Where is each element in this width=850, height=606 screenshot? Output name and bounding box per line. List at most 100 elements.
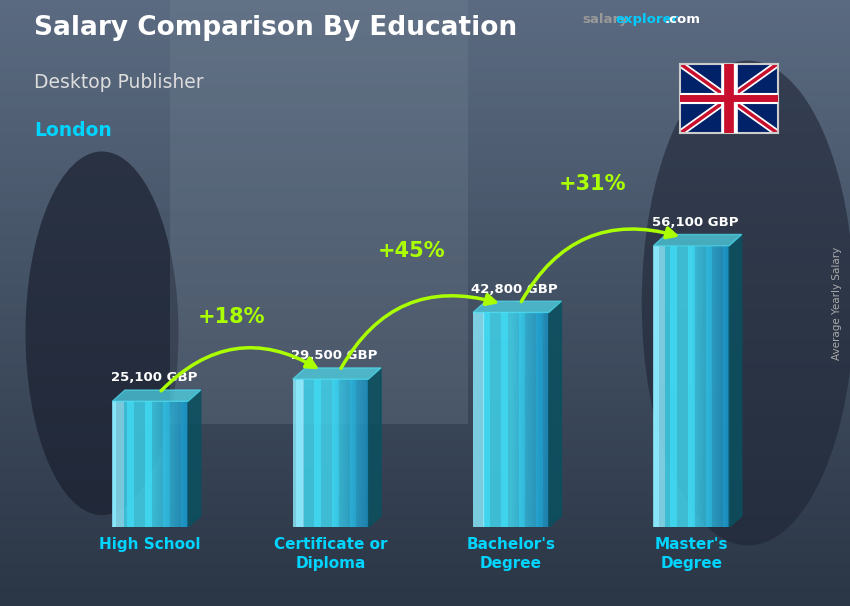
Polygon shape [473,301,562,313]
Bar [297,379,298,527]
Text: +31%: +31% [558,174,626,194]
Bar [525,313,526,527]
Bar [494,313,496,527]
Bar [135,401,136,527]
Bar [138,401,139,527]
Bar [301,379,303,527]
Bar [155,401,156,527]
Bar [317,379,319,527]
Bar [527,313,529,527]
Bar [654,245,655,527]
Bar [350,379,352,527]
Bar [529,313,530,527]
Bar [330,379,331,527]
Bar [333,379,335,527]
Bar [513,313,514,527]
Bar [516,313,517,527]
Bar [360,379,361,527]
Bar [184,401,185,527]
Bar [292,379,294,527]
Bar [332,379,333,527]
Bar [145,401,147,527]
Bar [315,379,317,527]
Bar [675,245,677,527]
Bar [125,401,126,527]
Bar [702,245,703,527]
Bar [504,313,506,527]
Bar [151,401,152,527]
Bar [728,245,729,527]
Bar [365,379,366,527]
Bar [712,245,713,527]
Bar [724,245,726,527]
Bar [544,313,546,527]
Bar [482,313,483,527]
Bar [153,401,155,527]
Bar [534,313,535,527]
Bar [126,401,127,527]
Bar [706,245,708,527]
Bar [501,313,502,527]
Bar [706,245,707,527]
Bar [498,313,499,527]
Bar [172,401,173,527]
Bar [339,379,340,527]
Bar [128,401,129,527]
Bar [141,401,142,527]
Bar [666,245,667,527]
Bar [325,379,326,527]
Bar [665,245,666,527]
Bar [507,313,508,527]
Bar [692,245,694,527]
Bar [478,313,479,527]
Bar [162,401,163,527]
Bar [476,313,477,527]
Bar [338,379,339,527]
Bar [480,313,482,527]
Bar [115,401,116,527]
Bar [323,379,325,527]
Bar [122,401,124,527]
Bar [521,313,523,527]
Bar [477,313,479,527]
Text: salary: salary [582,13,628,26]
Bar [680,245,681,527]
Bar [721,245,722,527]
Bar [546,313,547,527]
Bar [542,313,543,527]
Bar [490,313,491,527]
Bar [137,401,139,527]
Text: +45%: +45% [378,241,445,261]
Bar [499,313,500,527]
Bar [664,245,666,527]
Bar [356,379,358,527]
Bar [488,313,490,527]
Bar [158,401,159,527]
Bar [496,313,498,527]
Bar [683,245,684,527]
Bar [727,245,728,527]
Text: 42,800 GBP: 42,800 GBP [471,282,558,296]
Bar [314,379,316,527]
Bar [656,245,658,527]
Bar [512,313,513,527]
Bar [679,245,680,527]
Bar [703,245,704,527]
Bar [129,401,131,527]
Bar [522,313,524,527]
Bar [320,379,321,527]
Bar [711,245,712,527]
Bar [160,401,161,527]
Bar [134,401,135,527]
Bar [143,401,144,527]
Text: 56,100 GBP: 56,100 GBP [652,216,738,229]
Bar [152,401,153,527]
Bar [717,245,718,527]
Bar [540,313,541,527]
Bar [306,379,307,527]
Bar [659,245,660,527]
Bar [307,379,309,527]
Bar [533,313,534,527]
Bar [293,379,295,527]
Bar [308,379,309,527]
